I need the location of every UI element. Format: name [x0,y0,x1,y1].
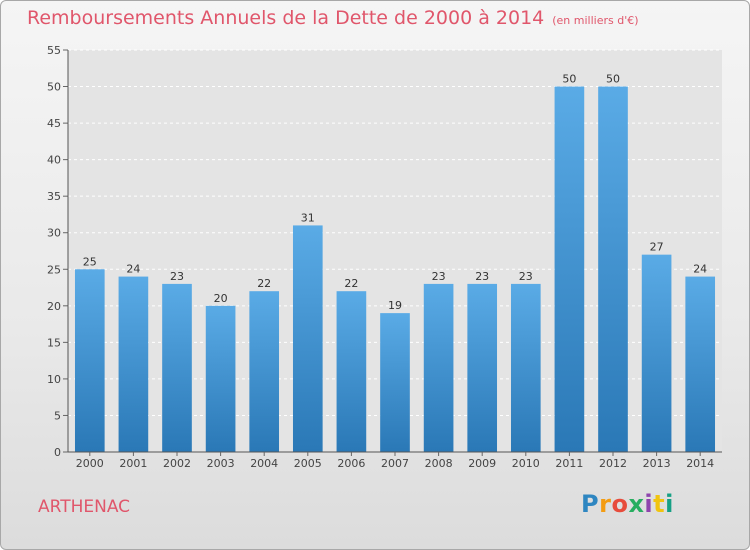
value-label-2002: 23 [170,270,184,283]
bar-2009 [467,283,498,452]
value-labels: 25 24 23 20 22 31 22 19 23 23 23 50 50 27 24 [83,73,707,313]
logo-letter: o [611,490,629,518]
logo-letter: i [644,490,654,518]
x-tick-label: 2000 [76,457,104,470]
y-tick-label: 0 [54,446,61,459]
y-tick-label: 15 [47,336,61,349]
x-tick-label: 2003 [207,457,235,470]
x-tick-label: 2013 [643,457,671,470]
bar-2010 [510,283,541,452]
x-tick-labels: 2000 2001 2002 2003 2004 2005 2006 2007 2008 2009… [76,452,714,470]
logo-letter: x [628,490,645,518]
value-label-2001: 24 [126,263,140,276]
y-tick-label: 10 [47,373,61,386]
x-tick-label: 2012 [599,457,627,470]
logo-letter: r [599,490,612,518]
chart-title-line: Remboursements Annuels de la Dette de 20… [27,7,639,29]
value-label-2006: 22 [344,277,358,290]
y-tick-label: 5 [54,409,61,422]
bar-2008 [423,283,454,452]
x-tick-label: 2014 [686,457,714,470]
bar-2012 [598,86,628,452]
bar-2007 [380,313,410,452]
bars [74,86,716,452]
x-tick-label: 2005 [294,457,322,470]
x-tick-label: 2006 [337,457,365,470]
x-tick-label: 2007 [381,457,409,470]
value-label-2003: 20 [214,292,228,305]
commune-name: ARTHENAC [38,497,131,517]
bar-2011 [554,86,585,452]
bar-2001 [118,276,149,452]
bar-2014 [685,276,716,452]
value-label-2014: 24 [693,263,707,276]
y-tick-labels: 0 5 10 15 20 25 30 35 40 45 50 55 [47,44,61,459]
value-label-2000: 25 [83,255,97,268]
y-tick-label: 45 [47,117,61,130]
value-label-2011: 50 [562,73,576,86]
y-tick-label: 35 [47,190,61,203]
x-tick-label: 2008 [425,457,453,470]
x-tick-label: 2009 [468,457,496,470]
value-label-2010: 23 [519,270,533,283]
value-label-2005: 31 [301,211,315,224]
bar-2003 [205,305,236,452]
logo-letter: i [665,490,674,518]
x-tick-label: 2010 [512,457,540,470]
value-label-2009: 23 [475,270,489,283]
y-tick-label: 25 [47,263,61,276]
value-label-2008: 23 [432,270,446,283]
bar-2002 [162,283,192,452]
value-label-2007: 19 [388,299,402,312]
y-tick-label: 55 [47,44,61,57]
x-tick-label: 2004 [250,457,278,470]
x-tick-label: 2001 [119,457,147,470]
x-tick-label: 2011 [555,457,583,470]
logo-letter: P [581,490,600,518]
chart-title: Remboursements Annuels de la Dette de 20… [27,7,545,29]
bar-2004 [249,291,280,452]
bar-2000 [74,269,105,452]
value-label-2013: 27 [650,241,664,254]
y-tick-label: 50 [47,81,61,94]
proxiti-logo: Proxiti [581,490,674,518]
logo-letter: t [653,490,666,518]
y-tick-label: 40 [47,154,61,167]
bar-2013 [641,254,672,452]
x-tick-label: 2002 [163,457,191,470]
bar-2005 [292,225,323,452]
y-tick-label: 30 [47,227,61,240]
chart-subtitle: (en milliers d'€) [552,14,639,27]
value-label-2004: 22 [257,277,271,290]
bar-2006 [336,291,367,452]
y-tick-label: 20 [47,300,61,313]
value-label-2012: 50 [606,73,620,86]
